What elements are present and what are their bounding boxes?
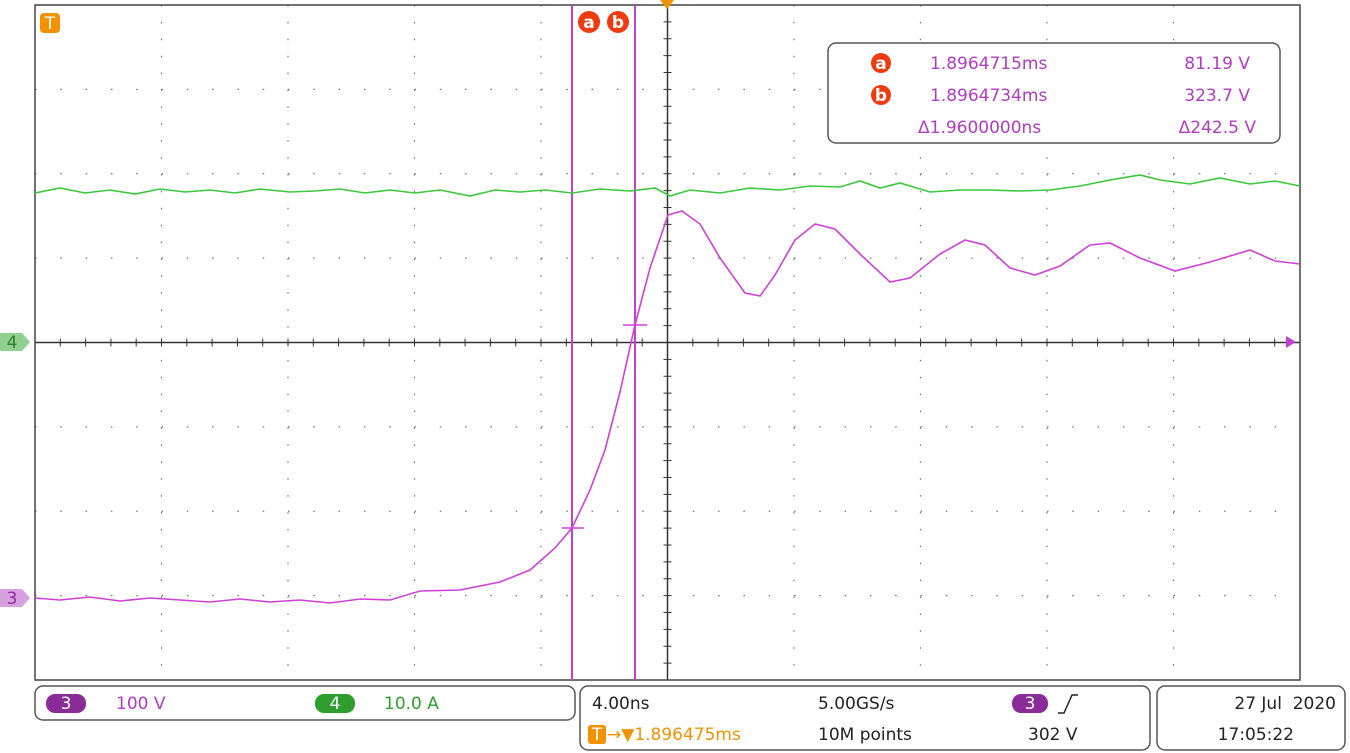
- trigger-icon-box: [588, 725, 606, 744]
- cursor-a-label: a: [583, 13, 594, 33]
- ch4-badge: [315, 694, 355, 713]
- trigger-source-label: 3: [1025, 694, 1036, 714]
- readout-a-label: a: [875, 54, 886, 74]
- ch3-badge: [46, 694, 86, 713]
- trigger-source-badge: [1012, 694, 1048, 713]
- ch4-scale: 10.0 A: [384, 694, 439, 714]
- trigger-icon: T: [591, 725, 603, 745]
- ch3-marker: [0, 589, 30, 607]
- readout-a-value: 81.19 V: [1184, 54, 1250, 74]
- cursor-readout: [827, 42, 1281, 144]
- ch3-scale: 100 V: [116, 694, 166, 714]
- readout-b-badge: [871, 85, 891, 105]
- time: 17:05:22: [1218, 725, 1294, 745]
- ch3-level-marker: [1286, 336, 1296, 348]
- cursor-a-badge: [578, 11, 600, 33]
- readout-a-badge: [871, 53, 891, 73]
- trigger-slope-icon: [1058, 694, 1078, 714]
- trigger-marker: [40, 13, 60, 33]
- date: 27 Jul 2020: [1234, 694, 1336, 714]
- ch4-marker: [0, 333, 30, 351]
- acquisition-panel: [579, 685, 1151, 751]
- readout-b-time: 1.8964734ms: [930, 86, 1047, 106]
- graticule: [34, 4, 1301, 681]
- ch4-trace: [34, 174, 1301, 197]
- readout-b-label: b: [875, 86, 887, 106]
- ch3-badge-label: 3: [61, 694, 72, 714]
- ch3-trace: [34, 210, 1301, 604]
- ch4-marker-label: 4: [7, 333, 18, 353]
- readout-b-value: 323.7 V: [1184, 86, 1250, 106]
- clock-panel: [1156, 685, 1346, 751]
- record-length: 10M points: [818, 725, 912, 745]
- cursor-b-badge: [607, 11, 629, 33]
- readout-delta-time: Δ1.9600000ns: [918, 118, 1041, 138]
- cursor-b-label: b: [612, 13, 624, 33]
- readout-delta-value: Δ242.5 V: [1179, 118, 1257, 138]
- sample-rate: 5.00GS/s: [818, 694, 895, 714]
- readout-a-time: 1.8964715ms: [930, 54, 1047, 74]
- trigger-level: 302 V: [1028, 725, 1078, 745]
- trigger-position-marker: [660, 0, 674, 9]
- channel-panel: [34, 685, 576, 721]
- trigger-position: →▼1.896475ms: [607, 725, 741, 745]
- trigger-marker-label: T: [44, 14, 56, 34]
- ch4-badge-label: 4: [330, 694, 341, 714]
- ch3-marker-label: 3: [7, 589, 18, 609]
- timebase: 4.00ns: [592, 694, 650, 714]
